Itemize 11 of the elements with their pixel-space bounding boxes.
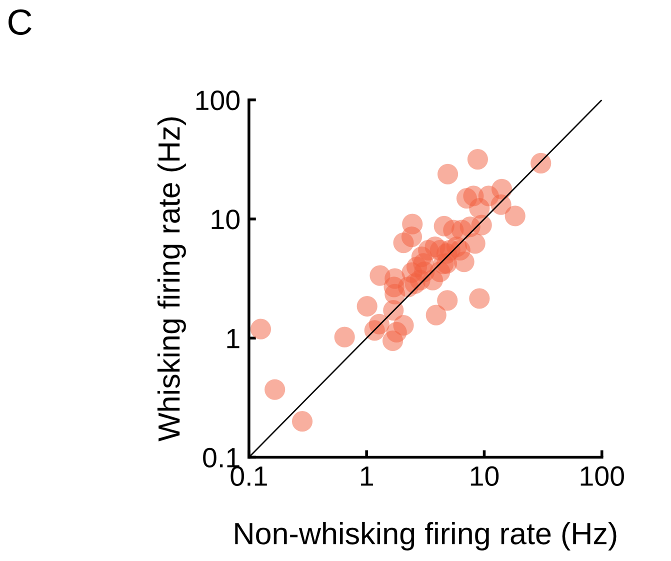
y-axis-title: Whisking firing rate (Hz) [157, 117, 186, 442]
y-tick-label: 1 [227, 329, 240, 348]
x-tick-label: 1 [360, 466, 373, 486]
x-tick-label: 100 [580, 466, 624, 486]
x-axis-title: Non-whisking firing rate (Hz) [235, 522, 616, 550]
y-tick-label: 10 [212, 210, 240, 230]
x-tick-label: 10 [470, 466, 499, 486]
chart-title: C [8, 9, 32, 35]
y-tick-label: 100 [196, 90, 240, 110]
y-tick-label: 0.1 [203, 448, 240, 468]
x-tick-label: 0.1 [230, 466, 267, 486]
